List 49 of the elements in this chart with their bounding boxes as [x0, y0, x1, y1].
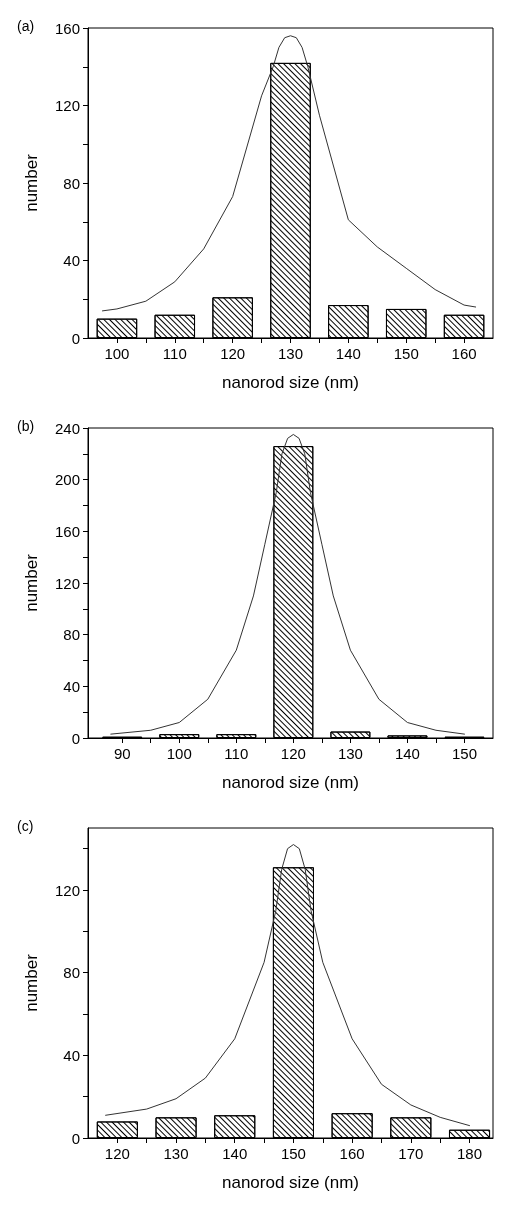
y-tick-label: 80	[63, 626, 80, 644]
y-tick-label: 120	[54, 574, 80, 592]
x-tick-label: 140	[222, 1145, 248, 1162]
x-tick-label: 130	[277, 345, 304, 362]
x-tick-label: 140	[335, 345, 361, 362]
y-axis-title: number	[22, 553, 41, 612]
x-tick-label: 90	[113, 745, 131, 762]
y-tick-label: 160	[54, 19, 80, 37]
x-tick-label: 180	[457, 1145, 483, 1162]
x-axis-title: nanorod size (nm)	[221, 773, 360, 792]
y-axis-title: number	[22, 953, 41, 1012]
y-tick-label: 0	[71, 329, 80, 347]
x-tick-label: 160	[339, 1145, 365, 1162]
x-tick-label: 130	[337, 745, 363, 762]
x-axis-title: nanorod size (nm)	[221, 373, 360, 392]
y-tick-label: 40	[63, 1046, 80, 1064]
y-tick-label: 40	[63, 677, 80, 695]
x-tick-label: 120	[280, 745, 306, 762]
y-tick-label: 80	[63, 964, 80, 982]
y-tick-label: 160	[54, 522, 80, 540]
x-tick-label: 110	[224, 745, 249, 762]
line-series	[110, 433, 465, 735]
x-tick-label: 150	[393, 345, 419, 362]
y-axis-title: number	[22, 153, 41, 212]
y-tick-label: 120	[54, 881, 80, 899]
y-tick-label: 0	[71, 729, 80, 747]
chart-title: (b)	[17, 418, 35, 434]
x-tick-label: 100	[166, 745, 192, 762]
x-tick-label: 110	[162, 345, 187, 362]
x-tick-label: 130	[163, 1145, 189, 1162]
line-series	[101, 35, 477, 312]
x-tick-label: 160	[451, 345, 477, 362]
y-tick-label: 0	[71, 1129, 80, 1147]
x-tick-label: 100	[104, 345, 130, 362]
x-tick-label: 170	[398, 1145, 424, 1162]
y-tick-label: 120	[54, 97, 80, 114]
y-tick-label: 200	[54, 471, 80, 489]
y-tick-label: 240	[54, 419, 80, 437]
x-axis-title: nanorod size (nm)	[221, 1173, 360, 1192]
chart-title: (c)	[17, 818, 34, 834]
x-tick-label: 150	[451, 745, 477, 762]
y-tick-label: 40	[63, 252, 80, 269]
x-tick-label: 120	[220, 345, 246, 362]
y-tick-label: 80	[63, 174, 80, 192]
x-tick-label: 150	[280, 1145, 306, 1162]
x-tick-label: 140	[394, 745, 420, 762]
chart-title: (a)	[17, 18, 35, 34]
line-series	[105, 844, 471, 1127]
x-tick-label: 120	[104, 1145, 130, 1162]
